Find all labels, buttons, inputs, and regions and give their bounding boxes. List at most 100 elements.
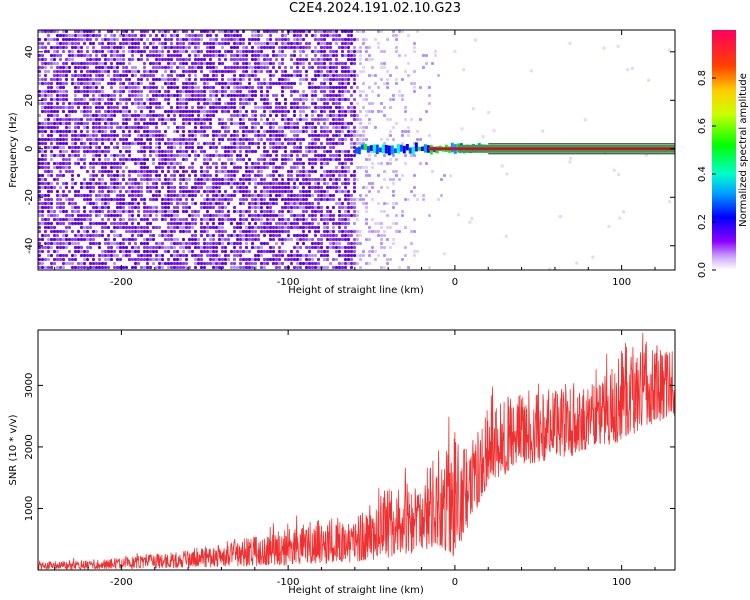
spectrogram-cell [299,226,302,229]
spectrogram-cell [374,250,377,253]
spectrogram-cell [308,258,311,261]
spectrogram-cell [374,222,377,225]
spectrogram-cell [149,250,152,253]
spectrogram-cell [119,258,122,261]
spectrogram-cell [62,86,65,89]
spectrogram-cell [80,110,83,113]
spectrogram-cell [350,42,353,45]
spectrogram-cell [329,262,332,265]
spectrogram-cell [38,126,41,129]
spectrogram-cell [71,206,74,209]
spectrogram-cell [272,150,275,153]
spectrogram-cell [146,190,149,193]
spectrogram-cell [95,146,98,149]
spectrogram-cell [347,154,350,157]
spectrogram-cell [332,238,335,241]
spectrogram-cell [191,130,194,133]
spectrogram-cell [203,90,206,93]
spectrogram-cell [134,238,137,241]
spectrogram-cell [98,214,101,217]
spectrogram-cell [209,174,212,177]
spectrogram-cell [173,254,176,257]
spectrogram-cell [299,202,302,205]
spectrogram-cell [413,82,416,85]
spectrogram-cell [221,262,224,265]
spectrogram-cell [80,54,83,57]
spectrogram-cell [254,58,257,61]
spectrogram-cell [347,206,350,209]
spectrogram-cell [158,102,161,105]
spectrogram-cell [305,94,308,97]
spectrogram-cell [221,82,224,85]
spectrogram-cell [197,258,200,261]
spectrogram-cell [110,258,113,261]
spectrogram-cell [392,190,395,193]
spectrogram-cell [152,194,155,197]
spectrogram-cell [158,258,161,261]
spectrogram-cell [326,86,329,89]
spectrogram-cell [371,58,374,61]
spectrogram-cell [101,94,104,97]
spectrogram-cell [53,118,56,121]
spectrogram-cell [353,222,356,225]
spectrogram-cell [200,66,203,69]
spectrogram-cell [242,94,245,97]
spectrogram-cell [407,130,410,133]
spectrogram-cell [233,162,236,165]
spectrogram-cell [116,54,119,57]
spectrogram-cell [275,70,278,73]
spectrogram-cell [185,98,188,101]
spectrogram-cell [56,86,59,89]
spectrogram-cell [383,154,386,157]
spectrogram-cell [320,158,323,161]
spectrogram-cell [287,86,290,89]
spectrogram-cell [278,110,281,113]
spectrogram-cell [74,54,77,57]
spectrogram-cell [68,166,71,169]
spectrogram-cell [206,198,209,201]
spectrogram-cell [161,66,164,69]
spectrogram-cell [47,214,50,217]
spectrogram-cell [317,30,320,33]
spectrogram-cell [263,234,266,237]
spectrogram-cell [104,54,107,57]
spectrogram-cell [350,230,353,233]
spectrogram-cell [65,170,68,173]
spectrogram-cell [182,106,185,109]
spectrogram-cell [317,198,320,201]
spectrogram-cell [152,262,155,265]
spectrogram-cell [71,58,74,61]
spectrogram-cell [218,194,221,197]
spectrogram-cell [209,34,212,37]
spectrogram-cell [308,30,311,33]
spectrogram-cell [155,62,158,65]
spectrogram-cell [254,78,257,81]
spectrogram-cell [281,230,284,233]
spectrogram-cell [275,234,278,237]
spectrogram-cell [179,146,182,149]
spectrogram-cell [347,98,350,101]
spectrogram-cell [224,102,227,105]
spectrogram-cell [305,78,308,81]
spectrogram-cell [173,70,176,73]
spectrogram-cell [221,194,224,197]
spectrogram-cell [62,122,65,125]
spectrogram-cell [143,174,146,177]
spectrogram-cell [68,58,71,61]
spectrogram-cell [278,182,281,185]
spectrogram-cell [281,82,284,85]
spectrogram-cell [302,138,305,141]
spectrogram-cell [68,154,71,157]
spectrogram-cell [194,246,197,249]
spectrogram-cell [170,38,173,41]
spectrogram-cell [119,74,122,77]
spectrogram-cell [299,174,302,177]
spectrogram-cell [206,226,209,229]
spectrogram-cell [50,154,53,157]
spectrogram-cell [161,266,164,269]
spectrogram-cell [314,206,317,209]
spectrogram-cell [383,254,386,257]
spectrogram-cell [233,94,236,97]
spectrogram-cell [80,30,83,33]
spectrogram-cell [305,266,308,269]
